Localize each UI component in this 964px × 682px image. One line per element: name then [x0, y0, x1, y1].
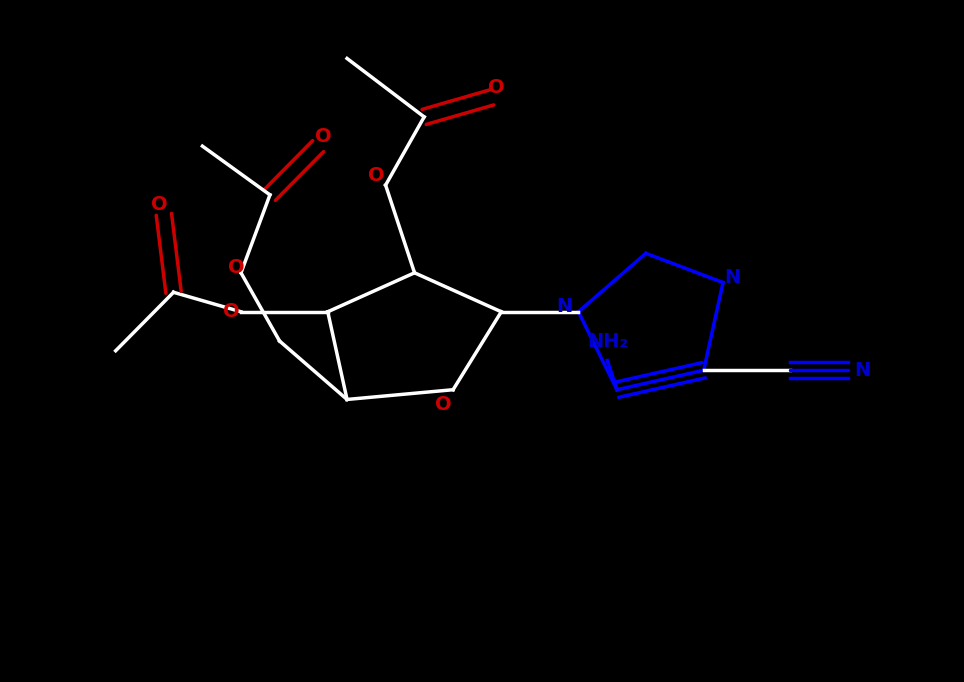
Text: O: O [150, 195, 168, 214]
Text: O: O [488, 78, 505, 98]
Text: O: O [367, 166, 385, 185]
Text: O: O [435, 395, 452, 414]
Text: N: N [556, 297, 572, 316]
Text: N: N [855, 361, 870, 380]
Text: O: O [314, 127, 332, 146]
Text: O: O [228, 258, 245, 278]
Text: NH₂: NH₂ [587, 331, 628, 351]
Text: O: O [223, 302, 240, 321]
Text: N: N [725, 268, 740, 287]
